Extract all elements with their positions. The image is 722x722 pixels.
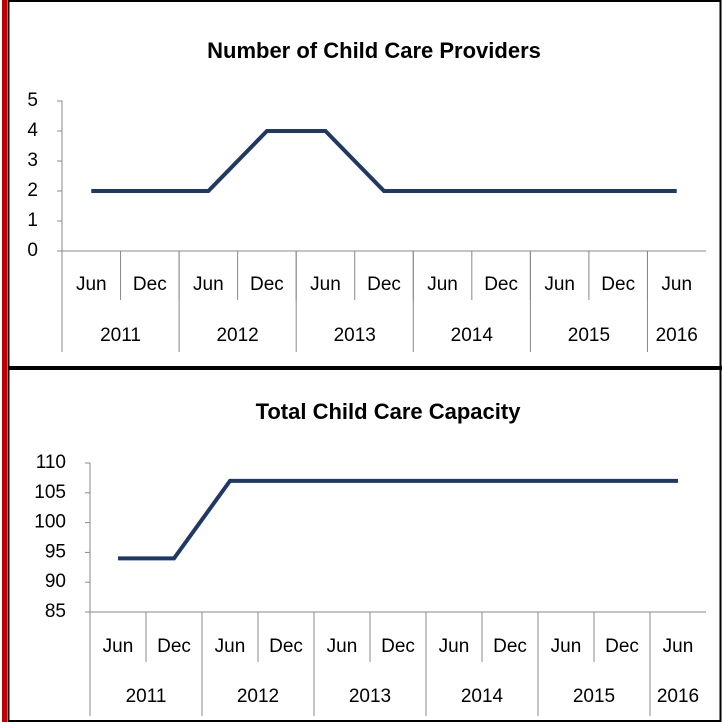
x-tick-label: Dec <box>484 274 518 295</box>
y-tick-label: 95 <box>45 541 66 562</box>
group-label: 2015 <box>573 686 615 707</box>
x-tick-label: Jun <box>439 636 470 657</box>
x-tick-label: Jun <box>76 274 107 295</box>
group-label: 2014 <box>461 686 504 707</box>
group-label: 2013 <box>334 325 376 346</box>
y-tick-label: 105 <box>34 482 66 503</box>
data-line <box>118 478 678 561</box>
x-tick-label: Jun <box>661 274 692 295</box>
x-tick-label: Jun <box>663 636 694 657</box>
y-tick-label: 0 <box>27 240 38 261</box>
y-tick-label: 3 <box>27 150 38 171</box>
x-tick-label: Dec <box>269 636 303 657</box>
x-tick-label: Jun <box>544 274 575 295</box>
x-tick-label: Jun <box>427 274 458 295</box>
group-label: 2016 <box>657 686 699 707</box>
red-border <box>2 0 7 722</box>
y-tick-label: 100 <box>34 512 66 533</box>
x-tick-label: Dec <box>250 274 284 295</box>
x-tick-label: Jun <box>103 636 134 657</box>
data-line <box>91 129 677 193</box>
x-tick-label: Dec <box>157 636 191 657</box>
group-label: 2016 <box>656 325 698 346</box>
x-tick-label: Jun <box>215 636 246 657</box>
x-tick-label: Dec <box>601 274 635 295</box>
group-label: 2012 <box>237 686 279 707</box>
y-tick-label: 2 <box>27 180 38 201</box>
x-tick-label: Jun <box>193 274 224 295</box>
x-tick-label: Dec <box>605 636 639 657</box>
x-tick-label: Jun <box>310 274 341 295</box>
x-tick-label: Dec <box>367 274 401 295</box>
group-label: 2012 <box>216 325 258 346</box>
y-tick-label: 90 <box>45 571 66 592</box>
x-tick-label: Jun <box>327 636 358 657</box>
x-tick-label: Dec <box>381 636 415 657</box>
chart-title: Number of Child Care Providers <box>207 38 541 63</box>
y-tick-label: 4 <box>27 120 38 141</box>
y-tick-label: 110 <box>36 452 66 473</box>
group-label: 2011 <box>126 686 167 707</box>
group-label: 2015 <box>568 325 610 346</box>
y-tick-label: 1 <box>27 210 38 231</box>
y-tick-label: 85 <box>45 601 66 622</box>
group-label: 2013 <box>349 686 391 707</box>
chart-title: Total Child Care Capacity <box>256 399 522 424</box>
frame <box>7 0 722 722</box>
x-tick-label: Jun <box>551 636 582 657</box>
group-label: 2011 <box>100 325 141 346</box>
x-tick-label: Dec <box>133 274 167 295</box>
y-tick-label: 5 <box>27 90 38 111</box>
x-tick-label: Dec <box>493 636 527 657</box>
group-label: 2014 <box>451 325 494 346</box>
